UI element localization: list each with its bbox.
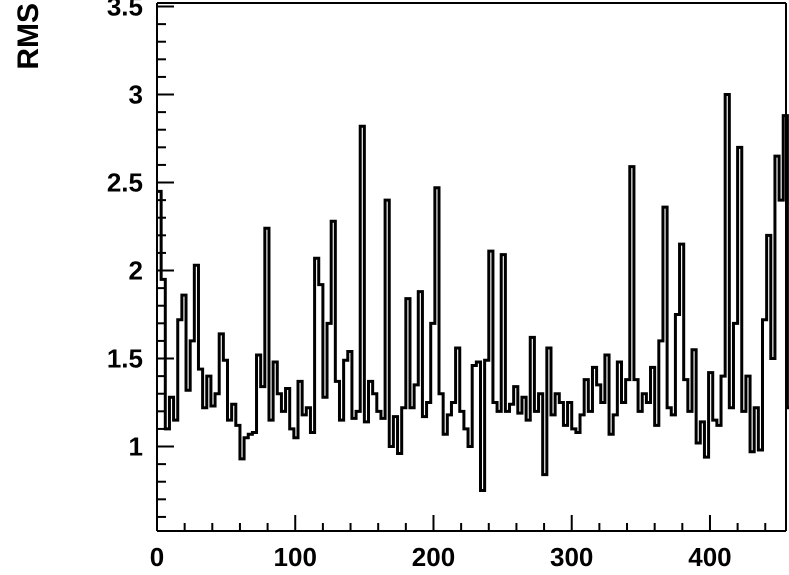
x-tick-label: 0 xyxy=(150,542,164,572)
y-tick-label: 1.5 xyxy=(107,344,143,374)
rms-series-line xyxy=(157,93,789,493)
x-tick-label: 200 xyxy=(412,542,455,572)
x-tick-label: 300 xyxy=(550,542,593,572)
y-tick-label: 2.5 xyxy=(107,168,143,198)
x-tick-label: 400 xyxy=(688,542,731,572)
y-axis-title: RMS xyxy=(12,3,45,70)
x-tick-label: 100 xyxy=(274,542,317,572)
y-tick-label: 3.5 xyxy=(107,0,143,22)
y-tick-label: 2 xyxy=(129,256,143,286)
y-tick-label: 3 xyxy=(129,80,143,110)
y-tick-label: 1 xyxy=(129,432,143,462)
